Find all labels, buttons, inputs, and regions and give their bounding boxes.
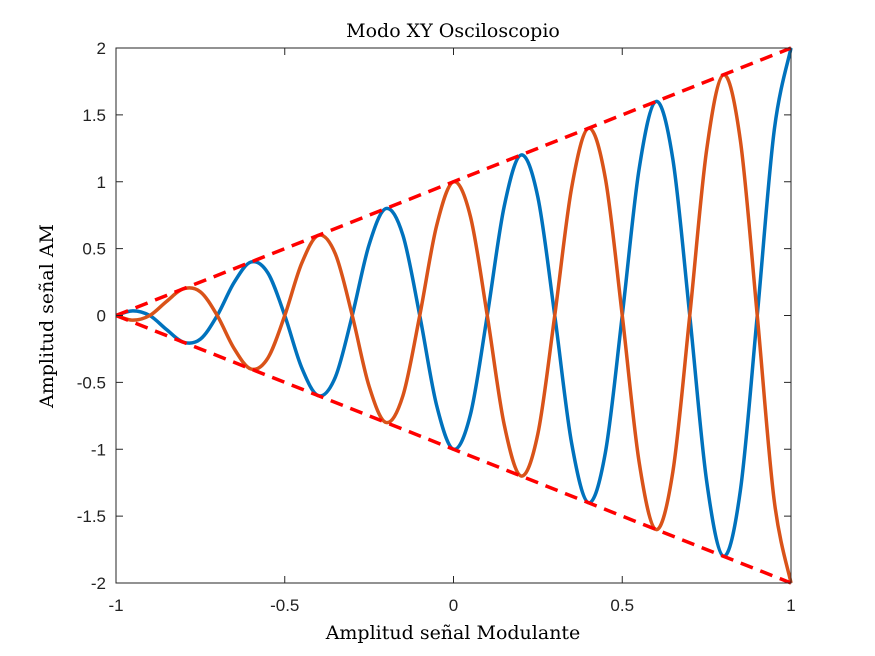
y-tick-label: -2	[91, 574, 106, 593]
x-tick-label: 1	[786, 596, 795, 615]
series-line-4	[115, 313, 792, 585]
x-axis-label: Amplitud señal Modulante	[325, 622, 581, 644]
series-line-3	[115, 46, 792, 318]
y-tick-label: -1.5	[77, 507, 106, 526]
y-tick-label: 1	[97, 173, 106, 192]
y-tick-label: -1	[91, 440, 106, 459]
series-line-2	[115, 73, 793, 584]
chart-title: Modo XY Osciloscopio	[346, 20, 560, 42]
x-tick-label: -1	[108, 596, 123, 615]
ticks-layer: -1 -0.5 0 0.5 1 -2 -1.5 -1 -0.5 0 0.5 1 1.5 2	[77, 39, 796, 615]
x-tick-label: 0.5	[610, 596, 634, 615]
y-tick-label: 0.5	[82, 240, 106, 259]
series-layer	[115, 46, 793, 585]
y-axis-label: Amplitud señal AM	[36, 224, 58, 409]
x-tick-label: -0.5	[270, 596, 299, 615]
plot-area	[116, 48, 791, 583]
x-tick-label: 0	[449, 596, 458, 615]
y-tick-label: -0.5	[77, 373, 106, 392]
y-tick-label: 2	[97, 39, 106, 58]
y-tick-label: 0	[97, 307, 106, 326]
y-tick-label: 1.5	[82, 106, 106, 125]
